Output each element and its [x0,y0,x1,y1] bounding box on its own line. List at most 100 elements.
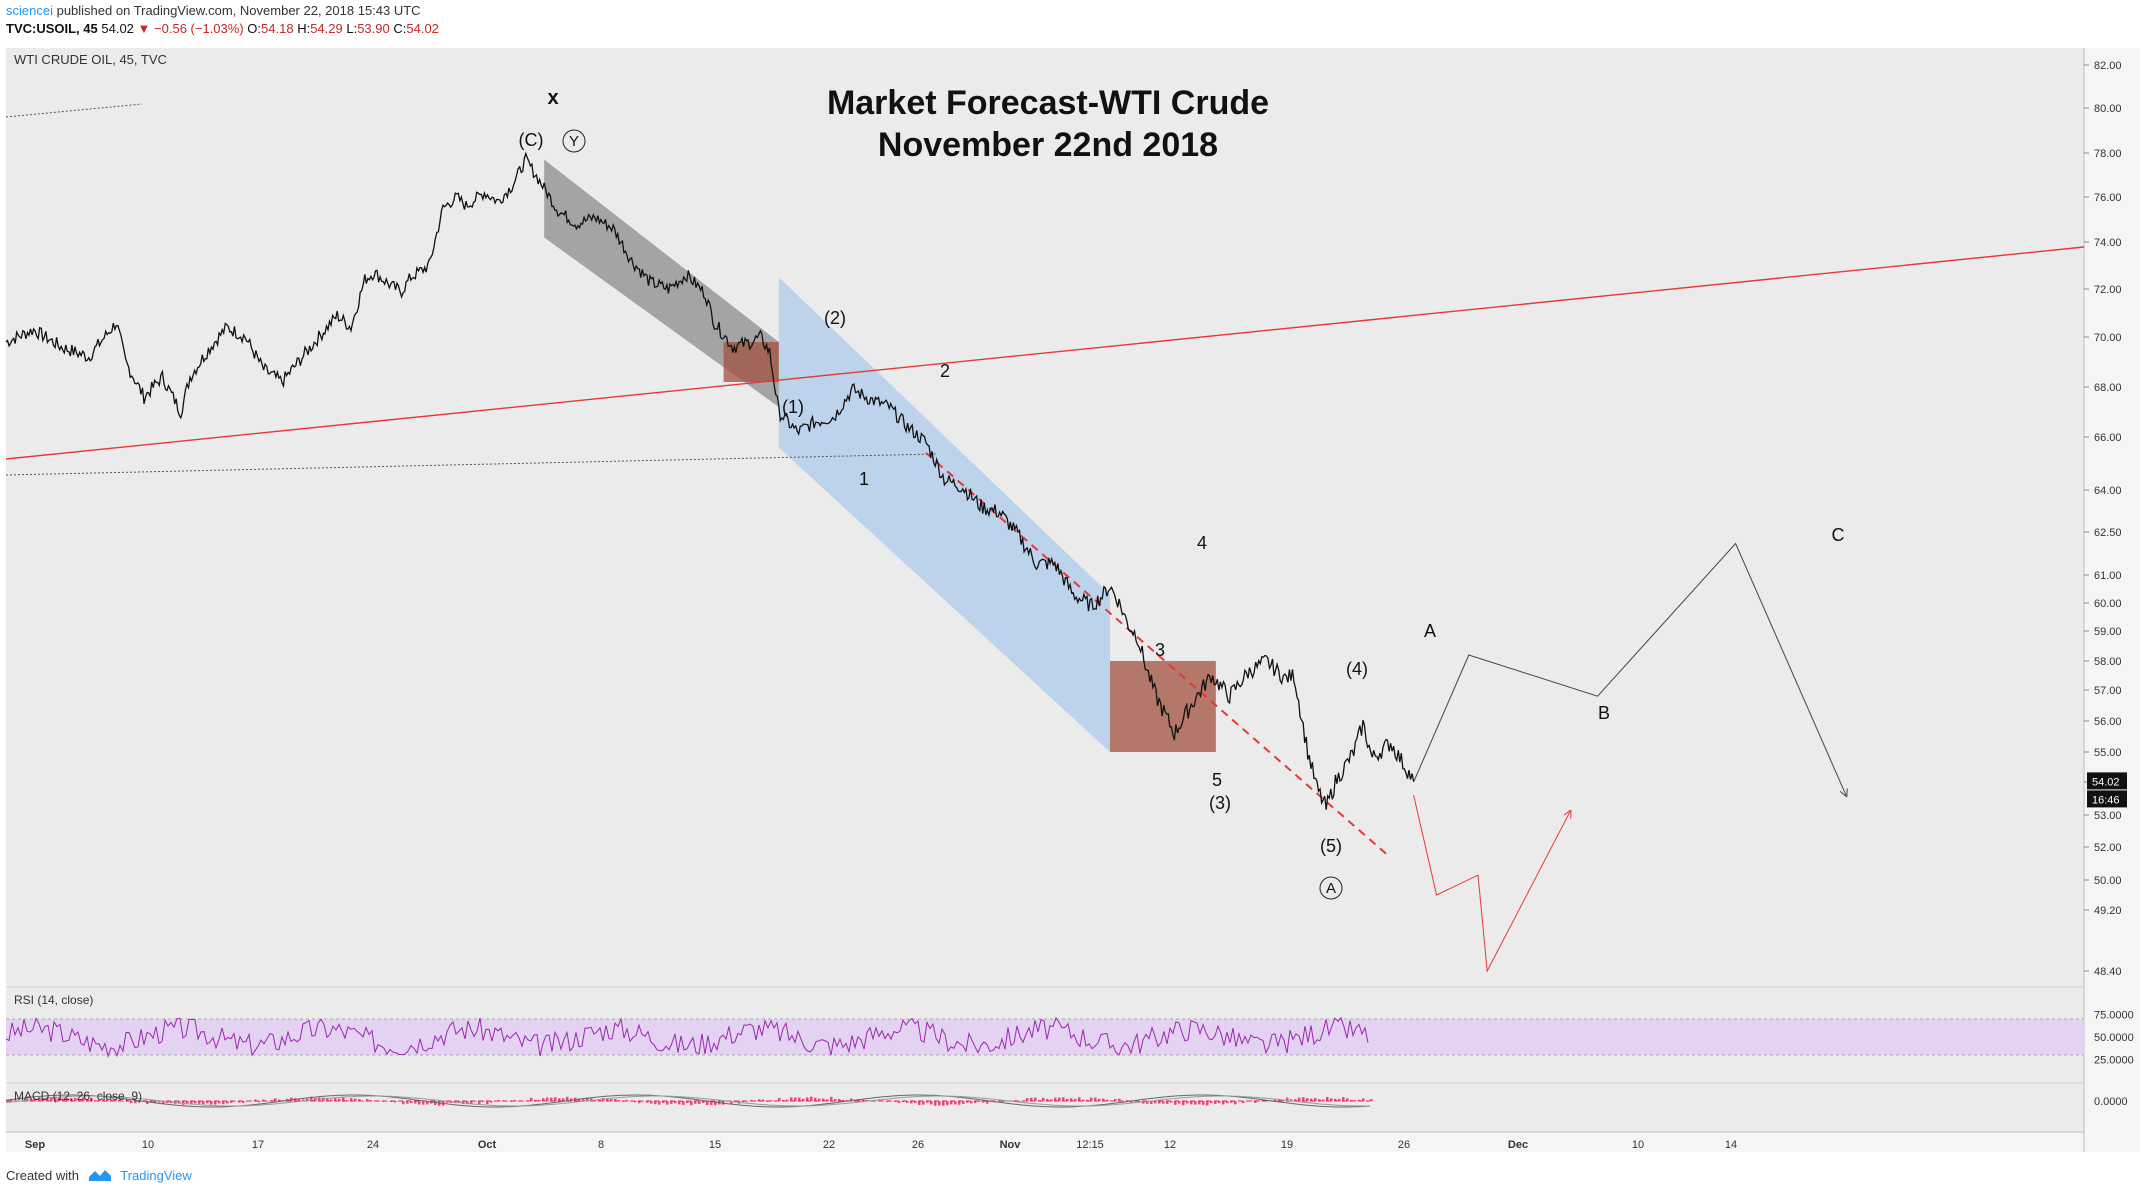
macd-bar [210,1101,213,1105]
macd-bar [650,1101,653,1104]
macd-bar [322,1097,325,1102]
symbol-label[interactable]: TVC:USOIL, 45 [6,21,98,36]
macd-bar [206,1101,209,1104]
macd-bar [114,1099,117,1102]
tradingview-link[interactable]: TradingView [120,1168,192,1183]
macd-bar [1126,1100,1129,1102]
macd-bar [698,1101,701,1104]
macd-bar [1214,1101,1217,1104]
macd-bar [830,1096,833,1102]
macd-bar [10,1099,13,1102]
macd-bar [478,1101,481,1105]
macd-bar [978,1101,981,1102]
macd-bar [646,1101,649,1103]
macd-bar [838,1098,841,1102]
wave-label-circle [562,129,586,153]
wave-label: (1) [782,397,804,417]
macd-bar [1226,1101,1229,1104]
wave-label: x [547,87,558,109]
macd-bar [346,1100,349,1102]
macd-bar [1158,1101,1161,1104]
y-tick-label: 61.00 [2094,570,2122,582]
ohlc-low-label: L: [346,21,358,36]
price-line[interactable] [5,151,1415,810]
macd-panel-bg [6,1084,2084,1132]
macd-bar [1182,1101,1185,1106]
macd-bar [878,1100,881,1102]
x-tick-label: 19 [1281,1139,1293,1151]
y-tick-label: 62.50 [2094,527,2122,539]
black-path[interactable] [1413,542,1846,796]
macd-bar [1234,1101,1237,1105]
macd-bar [1322,1099,1325,1102]
macd-bar [1298,1097,1301,1102]
macd-bar [146,1101,149,1105]
macd-bar [474,1101,477,1102]
macd-bar [1046,1099,1049,1102]
price-panel-bg [6,48,2084,986]
macd-bar [554,1097,557,1102]
macd-bar [326,1098,329,1102]
red-path[interactable] [1413,795,1570,973]
macd-bar [1066,1098,1069,1102]
y-tick-label: 72.00 [2094,284,2122,296]
macd-bar [1210,1101,1213,1104]
publish-info: sciencei published on TradingView.com, N… [6,3,421,18]
macd-bar [1310,1098,1313,1102]
macd-bar [254,1099,257,1102]
blue-channel[interactable] [778,277,1110,752]
author-link[interactable]: sciencei [6,3,53,18]
macd-bar [382,1101,385,1102]
macd-bar [1190,1101,1193,1105]
macd-bar [814,1097,817,1102]
red-trend-line[interactable] [5,246,2085,460]
macd-bar [826,1099,829,1102]
macd-bar [66,1098,69,1102]
y-tick-label: 78.00 [2094,148,2122,160]
macd-bar [306,1098,309,1102]
x-tick-label: 12:15 [1076,1139,1104,1151]
x-tick-label: 8 [598,1139,604,1151]
macd-bar [486,1101,489,1104]
wave-label: (C) [519,130,544,150]
macd-bar [458,1101,461,1103]
rsi-tick-label: 50.0000 [2094,1032,2134,1044]
countdown-label: 16:46 [2092,794,2120,806]
macd-bar [1034,1097,1037,1102]
macd-bar [1326,1096,1329,1102]
rsi-line[interactable] [5,1016,1369,1058]
x-tick-label: 15 [709,1139,721,1151]
macd-bar [202,1101,205,1105]
macd-bar [834,1099,837,1102]
macd-bar [330,1099,333,1102]
wave-label-circle [1319,876,1343,900]
ohlc-low: 53.90 [357,21,390,36]
macd-bar [42,1098,45,1102]
macd-bar [1106,1099,1109,1102]
macd-bar [786,1099,789,1102]
macd-signal-line[interactable] [5,1095,1371,1107]
macd-bar [1202,1101,1205,1105]
macd-bar [686,1101,689,1103]
macd-bar [394,1101,397,1103]
macd-bar [798,1097,801,1102]
macd-bar [850,1098,853,1102]
macd-bar [810,1096,813,1102]
macd-bar [894,1101,897,1102]
macd-bar [378,1100,381,1102]
red-dashed-trend[interactable] [925,452,1387,855]
macd-bar [530,1097,533,1102]
macd-bar [886,1101,889,1102]
macd-bar [102,1099,105,1102]
gray-dotted-line[interactable] [5,453,937,476]
wave-label: 5 [1212,770,1222,790]
macd-bar [1174,1101,1177,1105]
tradingview-logo-icon [88,1169,111,1184]
rsi-label: RSI (14, close) [14,993,93,1007]
macd-bar [138,1101,141,1103]
ohlc-close: 54.02 [406,21,439,36]
macd-bar [950,1101,953,1105]
macd-bar [1026,1098,1029,1102]
gray-dotted-line-top[interactable] [5,103,143,118]
